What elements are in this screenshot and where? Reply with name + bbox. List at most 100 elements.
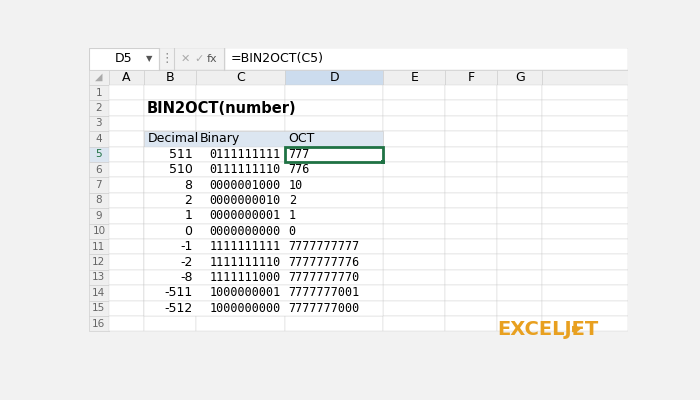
Bar bbox=[445, 116, 497, 131]
Bar bbox=[285, 193, 384, 208]
Bar bbox=[445, 146, 497, 162]
Bar bbox=[144, 316, 196, 331]
Bar bbox=[542, 270, 629, 285]
Bar bbox=[542, 285, 629, 300]
Bar bbox=[196, 131, 285, 146]
Bar bbox=[285, 85, 384, 100]
Bar bbox=[144, 270, 384, 285]
Bar bbox=[285, 285, 384, 300]
Text: fx: fx bbox=[207, 54, 218, 64]
Bar bbox=[542, 177, 629, 193]
Bar bbox=[382, 160, 385, 164]
Bar bbox=[144, 100, 196, 116]
Text: 14: 14 bbox=[92, 288, 106, 298]
Bar bbox=[542, 193, 629, 208]
Bar bbox=[90, 239, 108, 254]
Text: 15: 15 bbox=[92, 303, 106, 313]
Bar bbox=[90, 48, 158, 70]
Bar bbox=[144, 208, 384, 224]
Bar bbox=[542, 85, 629, 100]
Text: 7: 7 bbox=[96, 180, 102, 190]
Bar bbox=[542, 224, 629, 239]
Bar bbox=[90, 270, 108, 285]
Bar bbox=[497, 70, 542, 85]
Bar bbox=[196, 285, 285, 300]
Bar bbox=[196, 239, 285, 254]
Text: ◢: ◢ bbox=[95, 72, 103, 82]
Bar bbox=[196, 100, 285, 116]
Text: 9: 9 bbox=[96, 211, 102, 221]
Text: -1: -1 bbox=[180, 240, 193, 253]
Text: G: G bbox=[514, 71, 524, 84]
Bar bbox=[90, 100, 108, 116]
Bar bbox=[196, 177, 285, 193]
Bar bbox=[445, 70, 497, 85]
Bar bbox=[90, 316, 108, 331]
Bar bbox=[108, 239, 144, 254]
Bar bbox=[196, 116, 285, 131]
Bar bbox=[497, 162, 542, 177]
Bar bbox=[285, 162, 384, 177]
Bar bbox=[90, 116, 108, 131]
Bar bbox=[108, 70, 144, 85]
Text: 10: 10 bbox=[288, 178, 303, 192]
Bar bbox=[144, 162, 384, 177]
Bar bbox=[108, 254, 144, 270]
Text: 7777777777: 7777777777 bbox=[288, 240, 360, 253]
Text: 7777777770: 7777777770 bbox=[288, 271, 360, 284]
Bar bbox=[384, 116, 445, 131]
Bar bbox=[196, 316, 285, 331]
Bar bbox=[196, 146, 285, 162]
Text: 1000000000: 1000000000 bbox=[210, 302, 281, 315]
Bar bbox=[144, 239, 384, 254]
Bar bbox=[108, 162, 144, 177]
Text: =BIN2OCT(C5): =BIN2OCT(C5) bbox=[231, 52, 324, 65]
Bar bbox=[497, 239, 542, 254]
Bar bbox=[196, 270, 285, 285]
Bar bbox=[445, 316, 497, 331]
Text: 1: 1 bbox=[288, 209, 296, 222]
Bar bbox=[445, 177, 497, 193]
Bar bbox=[445, 239, 497, 254]
Text: 11: 11 bbox=[92, 242, 106, 252]
Bar bbox=[285, 270, 384, 285]
Bar bbox=[285, 316, 384, 331]
Bar bbox=[384, 285, 445, 300]
Bar bbox=[497, 285, 542, 300]
Bar bbox=[285, 224, 384, 239]
Bar bbox=[542, 239, 629, 254]
Bar bbox=[384, 146, 445, 162]
Bar bbox=[445, 300, 497, 316]
Text: 13: 13 bbox=[92, 272, 106, 282]
Bar bbox=[90, 254, 108, 270]
Bar bbox=[144, 285, 196, 300]
Bar bbox=[384, 100, 445, 116]
Bar bbox=[144, 131, 384, 146]
Bar bbox=[285, 208, 384, 224]
Bar bbox=[542, 146, 629, 162]
Text: OCT: OCT bbox=[288, 132, 315, 145]
Bar bbox=[285, 146, 384, 162]
Text: 0: 0 bbox=[184, 225, 192, 238]
Bar bbox=[542, 300, 629, 316]
Bar bbox=[445, 85, 497, 100]
Bar bbox=[497, 224, 542, 239]
Bar bbox=[497, 116, 542, 131]
Bar bbox=[285, 300, 384, 316]
Bar bbox=[384, 239, 445, 254]
Text: 2: 2 bbox=[288, 194, 296, 207]
Bar bbox=[445, 162, 497, 177]
Bar bbox=[445, 285, 497, 300]
Text: 2: 2 bbox=[96, 103, 102, 113]
Bar bbox=[196, 70, 285, 85]
Bar bbox=[384, 224, 445, 239]
Bar bbox=[144, 270, 196, 285]
Text: 12: 12 bbox=[92, 257, 106, 267]
Text: 1111111111: 1111111111 bbox=[210, 240, 281, 253]
Bar bbox=[144, 285, 384, 300]
Bar bbox=[144, 224, 196, 239]
Bar bbox=[497, 85, 542, 100]
Bar bbox=[542, 116, 629, 131]
Text: -512: -512 bbox=[164, 302, 193, 315]
Bar bbox=[285, 254, 384, 270]
